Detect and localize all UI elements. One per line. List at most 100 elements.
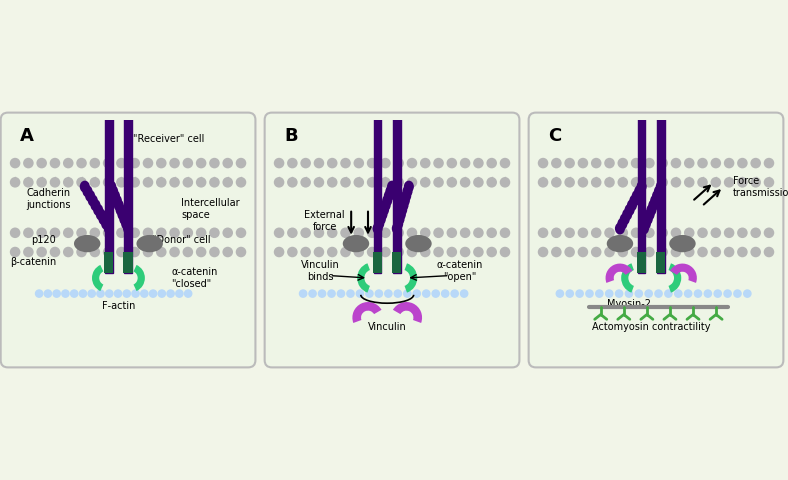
Ellipse shape	[393, 218, 403, 230]
Circle shape	[196, 247, 206, 257]
Circle shape	[102, 228, 113, 238]
Circle shape	[724, 177, 734, 188]
Circle shape	[327, 228, 337, 238]
Ellipse shape	[650, 194, 660, 206]
Circle shape	[407, 177, 418, 188]
Circle shape	[447, 247, 457, 257]
Circle shape	[175, 289, 184, 298]
Circle shape	[116, 228, 127, 238]
Bar	[637, 113, 645, 273]
Circle shape	[327, 158, 337, 168]
Circle shape	[380, 177, 391, 188]
Circle shape	[654, 289, 663, 298]
Bar	[124, 252, 132, 273]
Circle shape	[743, 289, 752, 298]
Circle shape	[393, 289, 402, 298]
Circle shape	[183, 177, 193, 188]
Circle shape	[657, 177, 668, 188]
Ellipse shape	[376, 213, 386, 225]
Circle shape	[23, 177, 34, 188]
Ellipse shape	[630, 194, 639, 206]
Circle shape	[76, 247, 87, 257]
Circle shape	[604, 228, 615, 238]
Circle shape	[412, 289, 421, 298]
Circle shape	[340, 158, 351, 168]
Circle shape	[299, 289, 307, 298]
Circle shape	[96, 289, 105, 298]
Circle shape	[630, 158, 641, 168]
Circle shape	[393, 228, 404, 238]
Ellipse shape	[641, 218, 651, 230]
Circle shape	[366, 228, 377, 238]
Ellipse shape	[382, 194, 392, 206]
Circle shape	[486, 228, 497, 238]
Circle shape	[116, 247, 127, 257]
Circle shape	[36, 247, 47, 257]
Circle shape	[460, 289, 468, 298]
Circle shape	[420, 247, 430, 257]
Circle shape	[9, 247, 20, 257]
Circle shape	[591, 228, 601, 238]
Circle shape	[750, 247, 761, 257]
Circle shape	[143, 158, 154, 168]
Ellipse shape	[117, 208, 128, 220]
Circle shape	[750, 228, 761, 238]
Ellipse shape	[645, 208, 655, 220]
Circle shape	[355, 289, 364, 298]
Ellipse shape	[74, 235, 100, 252]
Circle shape	[566, 289, 574, 298]
Ellipse shape	[123, 222, 133, 234]
Circle shape	[674, 289, 682, 298]
Wedge shape	[357, 264, 370, 293]
Circle shape	[585, 289, 594, 298]
Circle shape	[196, 228, 206, 238]
Circle shape	[366, 158, 377, 168]
Circle shape	[169, 228, 180, 238]
Circle shape	[222, 228, 233, 238]
Circle shape	[440, 289, 449, 298]
Circle shape	[473, 247, 484, 257]
Circle shape	[460, 158, 470, 168]
Circle shape	[129, 228, 140, 238]
Circle shape	[764, 247, 775, 257]
Circle shape	[354, 228, 364, 238]
Ellipse shape	[113, 199, 124, 211]
Circle shape	[575, 289, 584, 298]
Circle shape	[473, 177, 484, 188]
Ellipse shape	[652, 190, 662, 202]
Circle shape	[433, 247, 444, 257]
Circle shape	[393, 158, 404, 168]
Circle shape	[578, 228, 588, 238]
Ellipse shape	[108, 185, 118, 197]
Circle shape	[684, 247, 694, 257]
Bar	[656, 252, 665, 273]
Circle shape	[500, 228, 511, 238]
Ellipse shape	[119, 213, 129, 225]
Circle shape	[222, 177, 233, 188]
Ellipse shape	[136, 235, 163, 252]
Circle shape	[222, 247, 233, 257]
Circle shape	[354, 177, 364, 188]
Circle shape	[156, 228, 166, 238]
Ellipse shape	[392, 222, 402, 234]
FancyBboxPatch shape	[529, 113, 783, 367]
Circle shape	[318, 289, 326, 298]
Circle shape	[630, 247, 641, 257]
Circle shape	[366, 247, 377, 257]
Ellipse shape	[643, 213, 652, 225]
Wedge shape	[670, 264, 697, 283]
Circle shape	[36, 177, 47, 188]
Circle shape	[340, 177, 351, 188]
Circle shape	[102, 177, 113, 188]
Circle shape	[551, 177, 562, 188]
Ellipse shape	[343, 235, 370, 252]
Circle shape	[354, 247, 364, 257]
Circle shape	[63, 228, 73, 238]
Circle shape	[61, 289, 70, 298]
Circle shape	[433, 158, 444, 168]
Circle shape	[537, 177, 548, 188]
Circle shape	[486, 247, 497, 257]
Circle shape	[578, 247, 588, 257]
Circle shape	[184, 289, 192, 298]
Text: A: A	[20, 127, 34, 145]
